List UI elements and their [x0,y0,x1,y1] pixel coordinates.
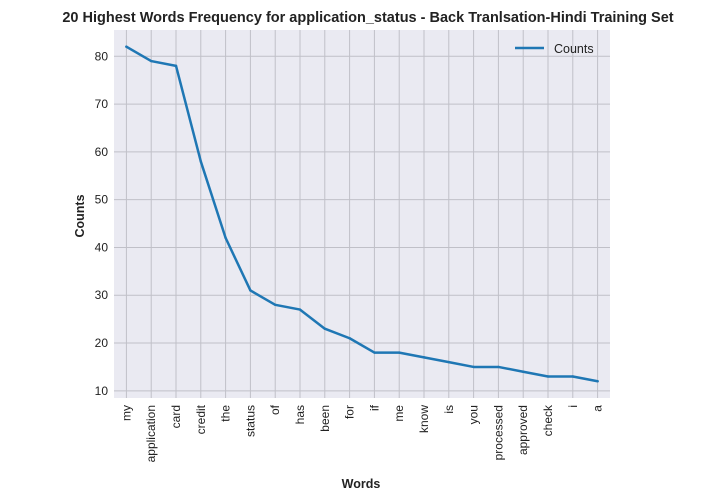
x-axis-ticks: my application card credit the status of has bee… [119,404,604,462]
series-line [125,45,599,383]
x-tick-label: you [467,405,481,424]
y-tick-label: 10 [95,384,109,398]
x-tick-label: has [293,405,307,424]
y-axis-ticks: 10 20 30 40 50 60 70 80 [95,49,109,398]
y-tick-label: 80 [95,49,109,63]
y-tick-label: 60 [95,145,109,159]
data-point [199,160,202,163]
x-tick-label: approved [516,405,530,455]
chart-title: 20 Highest Words Frequency for applicati… [62,10,673,26]
data-point [249,289,252,292]
y-tick-label: 50 [95,193,109,207]
x-tick-label: the [219,405,233,422]
data-point [348,337,351,340]
x-axis-label: Words [342,477,381,491]
data-point [546,375,550,378]
x-tick-label: know [417,405,431,433]
x-tick-label: i [566,405,580,408]
x-tick-label: processed [491,405,505,460]
data-point [571,375,574,378]
x-tick-label: for [343,405,357,419]
x-tick-label: my [119,405,133,421]
data-point [150,59,153,63]
y-tick-label: 40 [95,240,109,254]
x-tick-label: a [591,405,605,412]
grid-lines [114,30,610,398]
x-tick-label: me [392,405,406,422]
x-tick-label: status [243,405,257,437]
x-tick-label: card [169,405,183,428]
plot-area [114,30,610,398]
data-point [596,380,599,383]
data-point [472,365,475,369]
legend-label: Counts [554,42,594,56]
data-point [298,308,302,311]
data-point [174,64,178,68]
data-point [497,365,500,369]
x-tick-label: credit [194,404,208,434]
data-point [373,351,376,354]
series-layer [125,45,599,383]
x-tick-label: application [144,405,158,462]
data-point [224,236,227,240]
data-point [447,360,450,364]
x-tick-label: check [541,404,555,436]
x-tick-label: of [268,404,282,415]
data-point [323,327,326,330]
data-point [422,356,426,359]
y-axis-label: Counts [73,194,87,237]
data-point [522,370,525,373]
y-tick-label: 70 [95,97,109,111]
x-tick-label: if [367,404,381,411]
data-point [274,303,277,307]
y-tick-label: 30 [95,288,109,302]
data-point [125,45,128,48]
data-point [398,351,401,354]
legend: Counts [515,42,594,56]
y-tick-label: 20 [95,336,109,350]
x-tick-label: is [442,405,456,414]
x-tick-label: been [318,405,332,432]
